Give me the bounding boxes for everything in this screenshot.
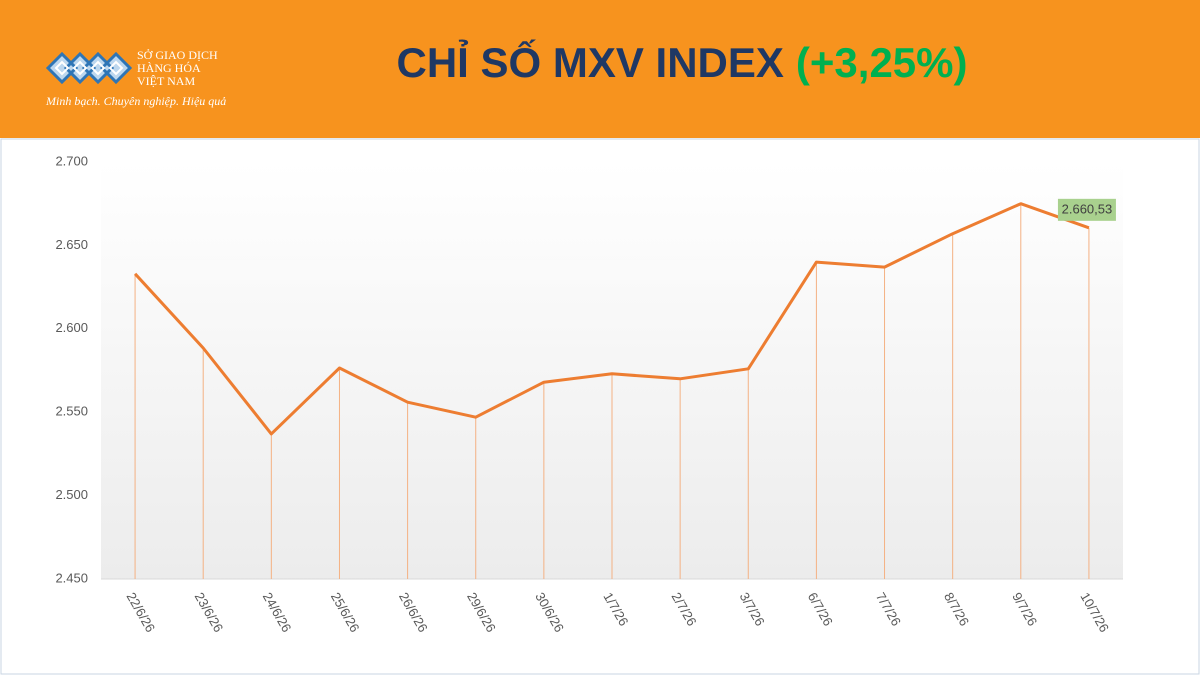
title-main: CHỈ SỐ MXV INDEX bbox=[397, 38, 784, 86]
x-tick-label: 6/7/26 bbox=[805, 590, 836, 629]
x-tick-label: 30/6/26 bbox=[532, 590, 567, 635]
x-tick-label: 2/7/26 bbox=[669, 590, 700, 629]
title: CHỈ SỐ MXV INDEX (+3,25%) bbox=[397, 38, 968, 86]
value-label: 2.660,53 bbox=[1062, 201, 1113, 216]
x-tick-label: 1/7/26 bbox=[600, 590, 631, 629]
y-tick-label: 2.450 bbox=[55, 570, 88, 585]
chart-frame bbox=[0, 138, 1200, 675]
value-label-box bbox=[1057, 198, 1116, 221]
y-tick-label: 2.650 bbox=[55, 237, 88, 252]
x-tick-label: 8/7/26 bbox=[941, 590, 972, 629]
y-tick-label: 2.550 bbox=[55, 404, 88, 419]
x-tick-label: 25/6/26 bbox=[328, 590, 363, 635]
header-band bbox=[0, 0, 1200, 138]
x-tick-label: 26/6/26 bbox=[396, 590, 431, 635]
x-tick-label: 3/7/26 bbox=[737, 590, 768, 629]
logo-text: SỞ GIAO DỊCH bbox=[137, 48, 218, 62]
logo-text: HÀNG HÓA bbox=[137, 61, 201, 75]
x-tick-label: 29/6/26 bbox=[464, 590, 499, 635]
x-tick-label: 7/7/26 bbox=[873, 590, 904, 629]
slogan: Minh bạch. Chuyên nghiệp. Hiệu quả bbox=[45, 94, 226, 108]
x-tick-label: 22/6/26 bbox=[123, 590, 158, 635]
logo bbox=[45, 51, 133, 85]
data-line bbox=[133, 202, 1090, 436]
x-tick-label: 24/6/26 bbox=[260, 590, 295, 635]
y-tick-label: 2.500 bbox=[55, 487, 88, 502]
x-tick-label: 9/7/26 bbox=[1009, 590, 1040, 629]
title-change: (+3,25%) bbox=[796, 39, 968, 86]
x-tick-label: 10/7/26 bbox=[1077, 590, 1112, 635]
y-tick-label: 2.700 bbox=[55, 153, 88, 168]
x-tick-label: 23/6/26 bbox=[192, 590, 227, 635]
y-tick-label: 2.600 bbox=[55, 320, 88, 335]
logo-text: VIỆT NAM bbox=[137, 74, 195, 88]
